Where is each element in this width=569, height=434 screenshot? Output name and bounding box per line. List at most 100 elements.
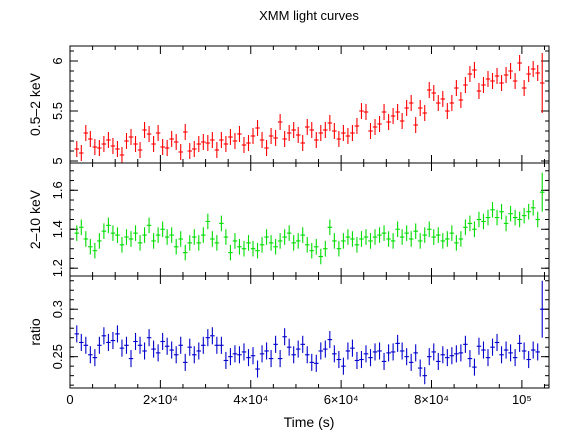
data-point	[115, 141, 120, 157]
data-point	[499, 75, 504, 91]
data-point	[232, 345, 238, 363]
data-point	[286, 338, 292, 356]
data-point	[228, 348, 233, 366]
data-point	[512, 73, 518, 89]
data-point	[192, 346, 197, 364]
data-point	[521, 342, 527, 360]
data-point	[440, 91, 446, 107]
data-point	[404, 348, 409, 366]
data-point	[173, 134, 179, 150]
data-point	[508, 205, 513, 222]
data-point	[219, 215, 224, 232]
data-point	[119, 147, 125, 163]
data-point	[539, 280, 545, 338]
data-point	[300, 335, 305, 353]
data-point	[314, 132, 319, 148]
data-point	[422, 227, 427, 243]
data-point	[97, 233, 102, 249]
data-point	[494, 68, 500, 84]
data-point	[408, 353, 414, 371]
data-point	[436, 227, 441, 243]
data-point	[304, 237, 310, 253]
data-point	[268, 235, 274, 251]
data-point	[142, 122, 147, 138]
x-tick-label: 10⁵	[512, 392, 532, 407]
data-point	[327, 331, 333, 349]
data-point	[431, 85, 437, 101]
data-point	[481, 77, 486, 93]
data-point	[92, 349, 98, 367]
data-point	[490, 201, 495, 218]
data-point	[476, 337, 482, 355]
data-point	[74, 225, 80, 241]
data-point	[395, 104, 400, 120]
data-point	[187, 143, 193, 159]
data-point	[160, 221, 165, 238]
y-axis-label: ratio	[27, 318, 43, 345]
data-point	[512, 349, 518, 367]
data-point	[196, 136, 202, 152]
data-point	[368, 233, 373, 249]
data-point	[535, 343, 540, 361]
data-point	[146, 217, 152, 234]
data-point	[115, 325, 120, 343]
data-point	[201, 336, 206, 354]
data-point	[539, 53, 545, 113]
panel-ratio: 0.25 0.3 ratio	[27, 275, 550, 389]
data-point	[449, 95, 455, 111]
data-point	[422, 105, 427, 121]
data-point	[237, 126, 242, 142]
data-point	[115, 227, 120, 243]
panel-frame	[69, 275, 550, 389]
data-point	[481, 341, 486, 359]
data-point	[255, 360, 260, 378]
data-point	[449, 225, 455, 241]
data-point	[413, 223, 418, 239]
data-point	[286, 125, 292, 141]
y-tick-label: 5.5	[50, 102, 65, 120]
data-point	[381, 104, 387, 120]
data-point	[146, 329, 152, 347]
data-point	[476, 211, 482, 228]
data-point	[250, 347, 256, 365]
data-point	[454, 345, 459, 363]
data-point	[173, 238, 179, 255]
data-point	[463, 77, 468, 93]
data-point	[332, 345, 337, 363]
data-point	[436, 95, 441, 111]
data-point	[318, 342, 324, 360]
data-point	[526, 350, 531, 369]
data-point	[106, 132, 111, 148]
data-point	[332, 233, 337, 249]
data-point	[445, 349, 450, 367]
data-point	[408, 95, 414, 111]
data-point	[178, 336, 183, 354]
data-point	[164, 337, 170, 355]
data-point	[146, 126, 152, 142]
data-point	[521, 80, 527, 96]
data-point	[92, 139, 98, 155]
data-point	[485, 209, 491, 226]
data-point	[436, 352, 441, 370]
data-point	[304, 119, 310, 135]
data-point	[472, 62, 477, 78]
data-point	[137, 336, 143, 354]
data-point	[372, 119, 378, 135]
data-point	[259, 345, 265, 363]
data-point	[440, 346, 446, 364]
data-point	[128, 231, 134, 247]
data-point	[530, 341, 536, 359]
y-tick-label: 1.2	[50, 259, 65, 277]
data-point	[201, 227, 206, 243]
data-point	[264, 229, 269, 245]
data-point	[151, 233, 156, 249]
data-point	[142, 227, 147, 243]
y-axis-label: 2–10 keV	[27, 189, 43, 249]
data-point	[463, 219, 468, 236]
data-point	[363, 229, 369, 245]
data-point	[309, 122, 315, 138]
data-point	[88, 238, 93, 255]
data-point	[246, 235, 251, 251]
data-point	[377, 342, 382, 360]
data-point	[390, 233, 396, 249]
